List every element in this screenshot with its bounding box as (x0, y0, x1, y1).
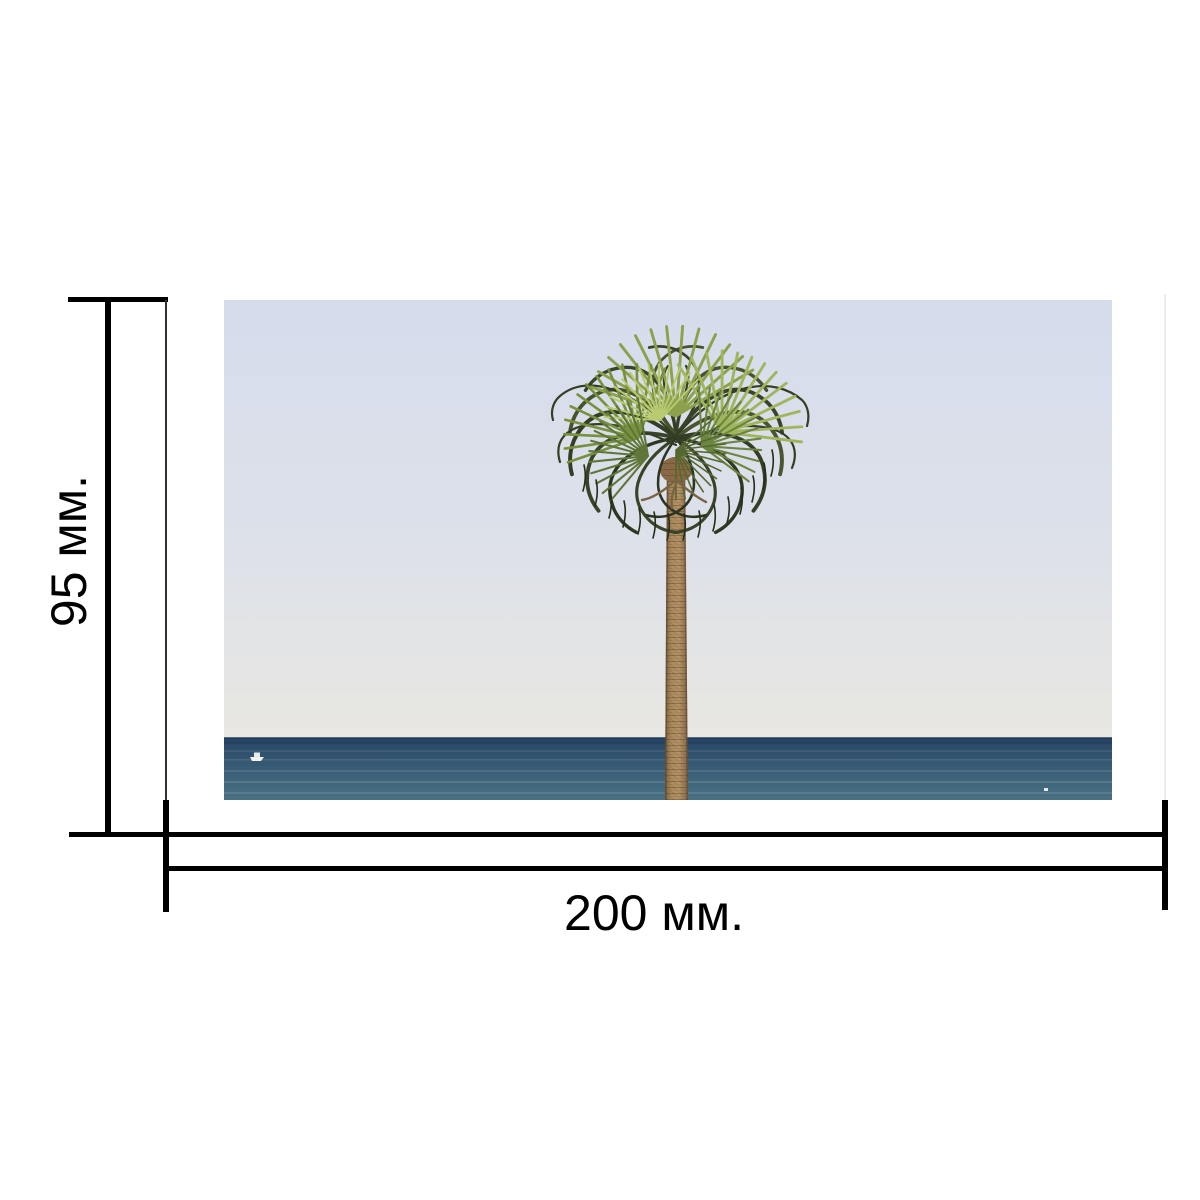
palm-tree (536, 316, 828, 800)
height-dimension-line (105, 298, 111, 837)
boat (250, 752, 264, 761)
left-extension-line (165, 300, 167, 800)
palm-seascape-photo (224, 300, 1112, 800)
bottom-reference-line (69, 832, 1167, 837)
width-left-tick (163, 800, 169, 912)
height-dimension-label: 95 мм. (41, 474, 97, 628)
right-extension-line (1164, 294, 1166, 800)
height-top-tick (68, 297, 168, 302)
width-right-tick (1162, 800, 1168, 910)
palm-dried-fronds (640, 478, 708, 510)
width-dimension-line (164, 866, 1168, 871)
palm-crown (536, 316, 828, 541)
product-photo (224, 300, 1112, 800)
width-dimension-label: 200 мм. (564, 885, 744, 941)
palm-trunk (660, 457, 692, 800)
